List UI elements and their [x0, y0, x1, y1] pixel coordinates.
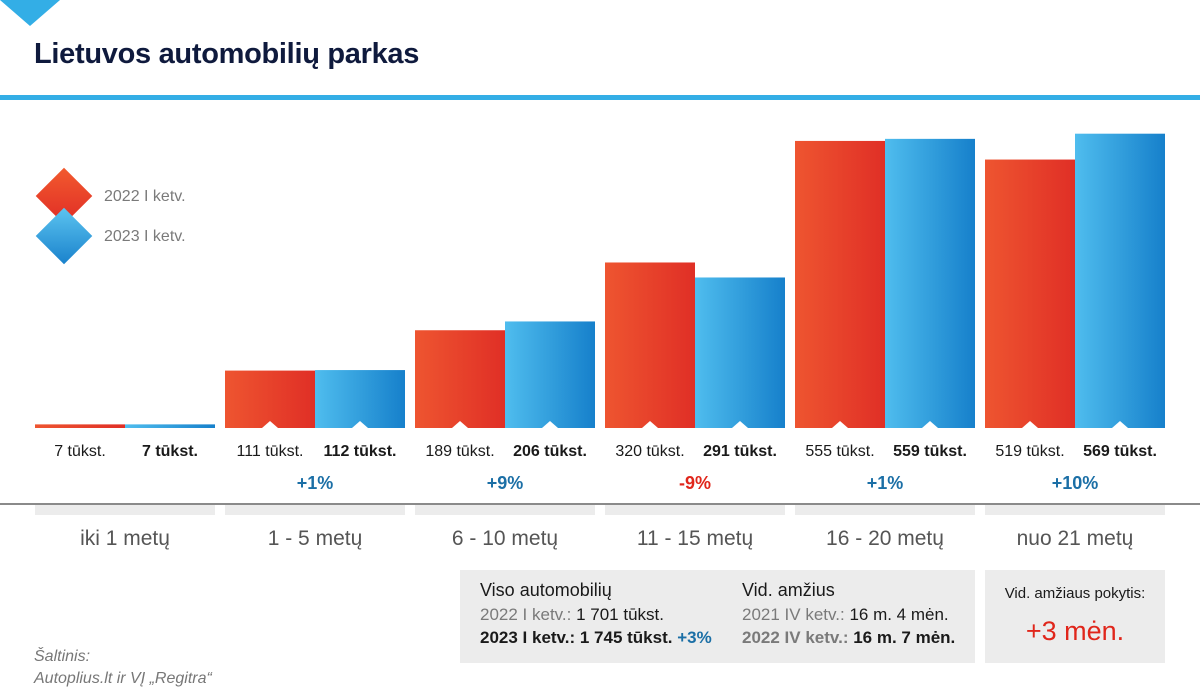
- category-band: [225, 505, 405, 515]
- totals-2023-label: 2023 I ketv.:: [480, 628, 576, 647]
- age-heading: Vid. amžius: [742, 580, 835, 600]
- change-label-2: +9%: [487, 473, 524, 493]
- totals-2023-value: 1 745 tūkst.: [579, 628, 673, 647]
- totals-2022-value: 1 701 tūkst.: [576, 605, 664, 624]
- bar-2022-3: [605, 262, 695, 428]
- source-label: Šaltinis:: [34, 648, 91, 665]
- category-0: iki 1 metų: [35, 505, 215, 565]
- totals-change: +3%: [677, 628, 712, 647]
- totals-row-2022: 2022 I ketv.: 1 701 tūkst.: [480, 605, 712, 625]
- bar-notch-icon: [732, 421, 748, 428]
- value-label-2023-1: 112 tūkst.: [324, 443, 397, 460]
- change-label-4: +1%: [867, 473, 904, 493]
- age-row-2021: 2021 IV ketv.: 16 m. 4 mėn.: [742, 605, 955, 625]
- bar-2022-2: [415, 330, 505, 428]
- category-3: 11 - 15 metų: [605, 505, 785, 565]
- bar-2022-4: [795, 140, 885, 428]
- category-1: 1 - 5 metų: [225, 505, 405, 565]
- age-change-box: Vid. amžiaus pokytis: +3 mėn.: [985, 570, 1165, 663]
- change-label-1: +1%: [297, 473, 334, 493]
- age-2021-label: 2021 IV ketv.:: [742, 605, 845, 624]
- page-title: Lietuvos automobilių parkas: [34, 38, 420, 70]
- value-label-2022-4: 555 tūkst.: [805, 443, 874, 460]
- totals-heading: Viso automobilių: [480, 580, 612, 600]
- age-2021-value: 16 m. 4 mėn.: [849, 605, 949, 624]
- totals-column: Viso automobilių 2022 I ketv.: 1 701 tūk…: [480, 580, 712, 651]
- legend-label-2022: 2022 I ketv.: [104, 188, 186, 205]
- value-label-2022-0: 7 tūkst.: [54, 443, 106, 460]
- legend-label-2023: 2023 I ketv.: [104, 228, 186, 245]
- category-label: 6 - 10 metų: [451, 527, 559, 550]
- bar-2022-5: [985, 159, 1075, 428]
- age-change-value: +3 mėn.: [1025, 616, 1125, 646]
- source-text: Autoplius.lt ir VĮ „Regitra“: [34, 670, 212, 687]
- bar-notch-icon: [1022, 421, 1038, 428]
- value-label-2023-0: 7 tūkst.: [142, 443, 198, 460]
- change-label-5: +10%: [1052, 473, 1099, 493]
- category-label: 1 - 5 metų: [267, 527, 363, 550]
- category-band: [795, 505, 975, 515]
- bar-notch-icon: [542, 421, 558, 428]
- value-label-2022-5: 519 tūkst.: [995, 443, 1064, 460]
- category-band: [605, 505, 785, 515]
- legend-item-2022: 2022 I ketv.: [30, 167, 230, 228]
- value-label-2023-4: 559 tūkst.: [893, 443, 967, 460]
- bar-2023-4: [885, 138, 975, 428]
- corner-triangle-icon: [0, 0, 60, 26]
- category-axis: iki 1 metų 1 - 5 metų 6 - 10 metų 11 - 15 m…: [0, 505, 1200, 565]
- bar-2023-1: [315, 370, 405, 428]
- chart-legend: 2022 I ketv. 2023 I ketv.: [30, 167, 230, 278]
- age-change-heading: Vid. amžiaus pokytis:: [1004, 585, 1146, 602]
- value-label-2022-2: 189 tūkst.: [425, 443, 494, 460]
- bar-notch-icon: [452, 421, 468, 428]
- bar-2022-0: [35, 424, 125, 428]
- bar-2023-5: [1075, 133, 1165, 429]
- x-axis-line: [0, 503, 1200, 505]
- category-band: [985, 505, 1165, 515]
- bar-chart: 7 tūkst. 7 tūkst. 111 tūkst. 112 tūkst. +1% 1…: [35, 133, 1165, 493]
- bar-notch-icon: [832, 421, 848, 428]
- value-label-2023-5: 569 tūkst.: [1083, 443, 1157, 460]
- title-underline: [0, 95, 1200, 100]
- bar-notch-icon: [1112, 421, 1128, 428]
- totals-2022-label: 2022 I ketv.:: [480, 605, 572, 624]
- age-row-2022: 2022 IV ketv.: 16 m. 7 mėn.: [742, 628, 955, 648]
- legend-item-2023: 2023 I ketv.: [30, 207, 230, 268]
- category-band: [415, 505, 595, 515]
- bar-2023-3: [695, 277, 785, 428]
- value-label-2022-3: 320 tūkst.: [615, 443, 684, 460]
- age-2022-label: 2022 IV ketv.:: [742, 628, 849, 647]
- change-label-3: -9%: [679, 473, 711, 493]
- bar-notch-icon: [922, 421, 938, 428]
- category-4: 16 - 20 metų: [795, 505, 975, 565]
- totals-row-2023: 2023 I ketv.: 1 745 tūkst. +3%: [480, 628, 712, 648]
- category-label: 16 - 20 metų: [826, 527, 944, 550]
- summary-box: Viso automobilių 2022 I ketv.: 1 701 tūk…: [460, 570, 975, 663]
- category-5: nuo 21 metų: [985, 505, 1165, 565]
- bar-notch-icon: [352, 421, 368, 428]
- source-note: Šaltinis: Autoplius.lt ir VĮ „Regitra“: [34, 646, 212, 690]
- category-band: [35, 505, 215, 515]
- value-label-2023-2: 206 tūkst.: [513, 443, 587, 460]
- age-column: Vid. amžius 2021 IV ketv.: 16 m. 4 mėn. …: [742, 580, 955, 651]
- category-label: iki 1 metų: [80, 527, 170, 550]
- category-label: nuo 21 metų: [1016, 527, 1134, 550]
- bar-notch-icon: [262, 421, 278, 428]
- category-label: 11 - 15 metų: [636, 527, 754, 550]
- bar-2022-1: [225, 370, 315, 428]
- bar-2023-0: [125, 424, 215, 428]
- age-2022-value: 16 m. 7 mėn.: [853, 628, 956, 647]
- bar-notch-icon: [642, 421, 658, 428]
- value-label-2022-1: 111 tūkst.: [237, 443, 304, 460]
- bar-2023-2: [505, 321, 595, 428]
- category-2: 6 - 10 metų: [415, 505, 595, 565]
- value-label-2023-3: 291 tūkst.: [703, 443, 777, 460]
